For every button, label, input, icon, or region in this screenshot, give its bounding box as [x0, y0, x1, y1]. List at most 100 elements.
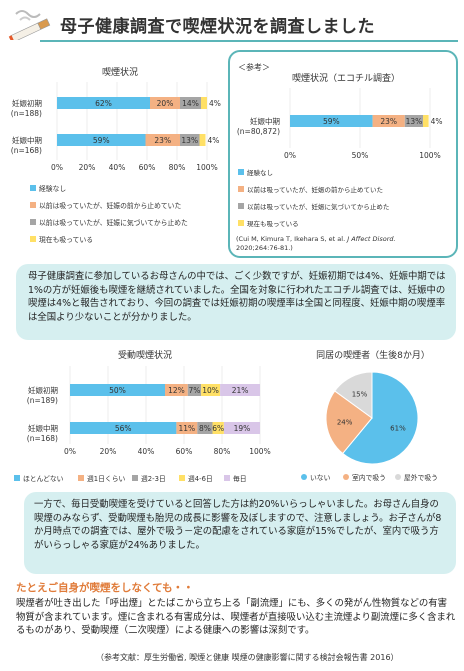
- legend-label: 毎日: [233, 474, 247, 483]
- chart-title: 同居の喫煙者（生後8か月）: [316, 349, 430, 361]
- bar-segment: [201, 97, 207, 109]
- legend-swatch: [132, 475, 138, 481]
- row-label: 妊娠初期: [28, 385, 58, 395]
- data-label: 4%: [209, 99, 221, 108]
- legend-label: 週2-3日: [141, 474, 166, 483]
- bar-segment: [197, 422, 213, 434]
- data-label: 23%: [154, 136, 171, 145]
- reference-box: [228, 50, 458, 258]
- summary-panel-1: [16, 264, 456, 340]
- legend-swatch: [30, 202, 36, 208]
- pie-slice: [325, 390, 373, 455]
- pie-label: 15%: [352, 390, 368, 398]
- legend-swatch: [30, 236, 36, 242]
- row-n: (n=189): [27, 396, 58, 405]
- tick-label: 40%: [109, 163, 126, 172]
- row-label: 妊娠中期: [12, 135, 42, 145]
- pie-label: 24%: [337, 418, 353, 426]
- cigarette-icon: [8, 10, 51, 40]
- legend-label: 経験なし: [247, 168, 273, 177]
- page-title: 母子健康調査で喫煙状況を調査しました: [60, 17, 375, 37]
- smoking-chart: 喫煙状況 0% 20% 40% 60% 80% 100% 妊娠初期 (n=188) 62% 20% 1…: [0, 60, 226, 278]
- bar-segment: [223, 422, 260, 434]
- legend-label: いない: [310, 474, 331, 482]
- row-n: (n=168): [27, 434, 58, 443]
- data-label: 56%: [115, 424, 132, 433]
- bar-segment: [150, 97, 180, 109]
- tick-label: 0%: [64, 447, 76, 456]
- tick-label: 20%: [100, 447, 117, 456]
- body-text: 喫煙者が吐き出した「呼出煙」とたばこから立ち上る「副流煙」にも、多くの発がん性物…: [16, 598, 456, 637]
- row-label: 妊娠中期: [28, 423, 58, 433]
- household-chart-svg: 同居の喫煙者（生後8か月） 61% 24% 15% いない 室内で吸う 屋外で吸う: [301, 349, 438, 482]
- bar-segment: [201, 384, 221, 396]
- legend-swatch: [78, 475, 84, 481]
- bar-segment: [57, 97, 150, 109]
- bar-segment: [372, 115, 405, 127]
- legend-label: 以前は吸っていたが、妊娠の前から止めていた: [39, 201, 181, 210]
- legend-swatch: [238, 186, 244, 192]
- tick-label: 100%: [249, 447, 270, 456]
- bar-segment: [70, 384, 165, 396]
- tick-label: 100%: [196, 163, 217, 172]
- legend-label: ほとんどない: [23, 475, 64, 483]
- legend-swatch: [238, 169, 244, 175]
- bar-segment: [180, 134, 200, 146]
- summary-panel-2: [24, 492, 456, 574]
- ecochil-chart: ＜参考＞ 喫煙状況（エコチル調査） 0% 50% 100% 妊娠中期 (n=80,872) 5…: [228, 50, 458, 240]
- legend-label: 週4-6日: [188, 474, 213, 483]
- title-bar: 母子健康調査で喫煙状況を調査しました: [0, 6, 464, 42]
- legend-label: 以前は吸っていたが、妊娠の前から止めていた: [247, 185, 383, 194]
- legend-swatch: [395, 474, 401, 480]
- pie-slice: [334, 371, 373, 419]
- household-chart: 同居の喫煙者（生後8か月） 61% 24% 15% いない 室内で吸う 屋外で吸う: [282, 344, 464, 494]
- row-label: 妊娠初期: [12, 98, 42, 108]
- legend-label: 以前は吸っていたが、妊娠に気づいてから止めた: [247, 202, 389, 211]
- bar-segment: [187, 384, 202, 396]
- data-label: 4%: [431, 117, 443, 126]
- bar-segment: [199, 134, 206, 146]
- sub-heading: たとえご自身が喫煙をしなくても・・: [16, 582, 194, 594]
- chart-title: 喫煙状況: [102, 66, 138, 78]
- legend-swatch: [179, 475, 185, 481]
- legend-label: 週1日くらい: [87, 474, 126, 483]
- data-label: 4%: [208, 136, 220, 145]
- bar-segment: [212, 422, 224, 434]
- smoking-chart-svg: 喫煙状況 0% 20% 40% 60% 80% 100% 妊娠初期(n=188) 62% 20% 1…: [11, 66, 221, 244]
- data-label: 11%: [179, 424, 196, 433]
- legend-swatch: [238, 220, 244, 226]
- legend-swatch: [301, 474, 307, 480]
- row-n: (n=188): [11, 109, 42, 118]
- tick-label: 80%: [214, 447, 231, 456]
- citation: (Cui M, Kimura T, Ikehara S, et al. J Af…: [236, 235, 454, 253]
- bar-segment: [145, 134, 180, 146]
- data-label: 7%: [188, 386, 200, 395]
- legend-swatch: [238, 203, 244, 209]
- reference-note: （参考文献：厚生労働省, 喫煙と健康 喫煙の健康影響に関する検討会報告書 201…: [96, 653, 399, 662]
- legend-swatch: [30, 185, 36, 191]
- legend-label: 現在も吸っている: [39, 235, 93, 244]
- passive-chart: 受動喫煙状況 0% 20% 40% 60% 80% 100% 妊娠初期 (n=189) 50% 12…: [0, 344, 280, 494]
- legend-label: 現在も吸っている: [247, 219, 299, 228]
- pie-slice: [341, 371, 419, 465]
- summary-text-1: 母子健康調査に参加しているお母さんの中では、ごく少数ですが、妊娠初期では4%、妊…: [28, 271, 446, 323]
- legend-label: 以前は吸っていたが、妊娠に気づいてから止めた: [39, 218, 188, 227]
- tick-label: 60%: [139, 163, 156, 172]
- data-label: 21%: [232, 386, 249, 395]
- bar-segment: [423, 115, 429, 127]
- bar-segment: [176, 422, 198, 434]
- ref-label: ＜参考＞: [238, 62, 270, 72]
- ecochil-chart-svg: ＜参考＞ 喫煙状況（エコチル調査） 0% 50% 100% 妊娠中期(n=80,872) 5…: [237, 62, 443, 228]
- tick-label: 40%: [138, 447, 155, 456]
- data-label: 12%: [168, 386, 185, 395]
- data-label: 14%: [182, 99, 199, 108]
- summary-text-2: 一方で、毎日受動喫煙を受けていると回答した方は約20%いらっしゃいました。お母さ…: [34, 499, 442, 551]
- chart-title: 受動喫煙状況: [118, 349, 172, 361]
- bar-segment: [180, 97, 201, 109]
- legend-label: 室内で吸う: [352, 473, 386, 482]
- legend-swatch: [14, 475, 20, 481]
- data-label: 19%: [234, 424, 251, 433]
- tick-label: 100%: [419, 151, 440, 160]
- legend-swatch: [30, 219, 36, 225]
- data-label: 20%: [157, 99, 174, 108]
